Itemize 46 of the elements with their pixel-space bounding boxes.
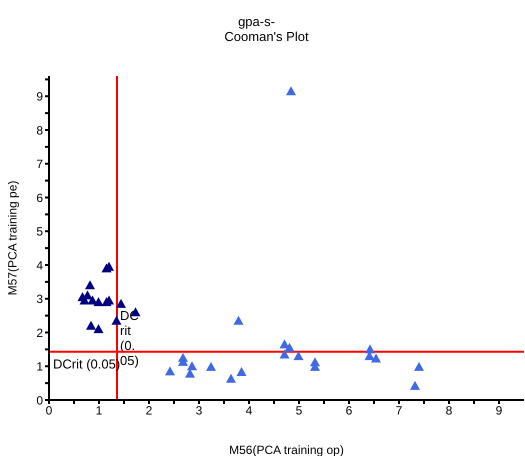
point [284, 342, 294, 352]
point [294, 351, 304, 360]
chart-title: gpa-s- [237, 14, 276, 29]
point [80, 295, 90, 304]
x-tick-label: 6 [346, 404, 353, 418]
point [94, 324, 104, 334]
x-tick-label: 3 [196, 404, 203, 418]
x-tick-label: 8 [446, 404, 453, 418]
point [206, 362, 216, 371]
point [280, 349, 290, 358]
point [165, 366, 175, 376]
y-tick-label: 0 [36, 393, 44, 408]
point [286, 86, 296, 96]
chart-subtitle: Cooman's Plot [223, 29, 310, 44]
x-tick-label: 4 [246, 404, 253, 418]
point [226, 374, 236, 383]
y-tick-label: 7 [36, 157, 44, 172]
x-tick-label: 9 [496, 404, 503, 418]
point [86, 320, 96, 330]
x-tick-label: 5 [296, 404, 303, 418]
y-tick-label: 9 [36, 90, 44, 104]
x-tick-label: 1 [96, 404, 103, 418]
point [187, 361, 197, 370]
y-tick-label: 2 [36, 326, 44, 340]
point [88, 295, 98, 304]
point [236, 366, 246, 376]
point [371, 353, 381, 362]
y-tick-label: 8 [36, 123, 44, 138]
x-tick-label: 2 [146, 404, 153, 418]
y-tick-label: 3 [36, 292, 44, 306]
y-tick-label: 4 [36, 258, 44, 272]
y-tick-label: 6 [36, 190, 44, 205]
point [94, 297, 104, 306]
y-axis-title: M57(PCA training pe) [5, 180, 20, 296]
point [116, 298, 126, 308]
point [85, 280, 95, 290]
y-tick-label: 5 [36, 224, 44, 239]
x-tick-label: 7 [396, 404, 403, 418]
point [410, 380, 420, 390]
point [185, 368, 195, 378]
y-tick-label: 1 [36, 360, 44, 374]
x-tick-label: 0 [46, 404, 53, 418]
point [112, 316, 122, 325]
point [234, 316, 244, 325]
point [365, 344, 375, 354]
point [414, 362, 424, 371]
